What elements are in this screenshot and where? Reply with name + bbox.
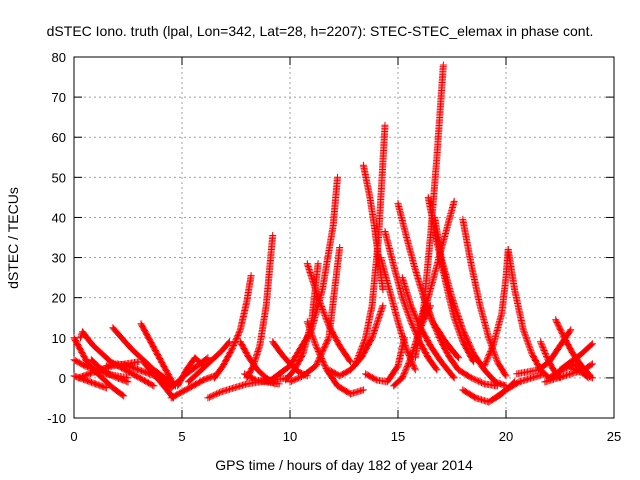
- plot-frame: [73, 56, 615, 419]
- data-point-markers: [303, 260, 354, 366]
- data-point-markers: [174, 354, 208, 390]
- data-point-markers: [491, 370, 549, 402]
- y-tick-label: 80: [52, 50, 66, 65]
- y-tick-label: 50: [52, 170, 66, 185]
- data-track: [381, 228, 441, 374]
- y-axis-title: dSTEC / TECUs: [5, 187, 21, 289]
- data-point-markers: [359, 161, 387, 294]
- data-point-markers: [210, 272, 255, 382]
- data-point-markers: [381, 228, 441, 374]
- data-track: [420, 294, 501, 390]
- x-tick-label: 10: [283, 429, 297, 444]
- x-tick-label: 25: [607, 429, 621, 444]
- x-axis-title: GPS time / hours of day 182 of year 2014: [215, 457, 473, 473]
- data-track: [210, 272, 255, 382]
- data-track: [137, 320, 177, 388]
- data-points: [70, 61, 596, 406]
- data-point-markers: [167, 372, 218, 402]
- x-tick-label: 20: [499, 429, 513, 444]
- data-track: [359, 161, 387, 294]
- data-track: [286, 244, 344, 386]
- data-point-markers: [139, 358, 177, 402]
- grid: [74, 57, 614, 418]
- x-tick-label: 5: [178, 429, 185, 444]
- chart-title: dSTEC Iono. truth (lpal, Lon=342, Lat=28…: [47, 23, 594, 39]
- data-track: [351, 121, 389, 370]
- y-tick-label: 20: [52, 291, 66, 306]
- data-point-markers: [185, 338, 233, 386]
- data-track: [567, 364, 596, 382]
- data-point-markers: [243, 232, 277, 382]
- data-track: [185, 338, 233, 386]
- data-point-markers: [420, 294, 501, 390]
- y-tick-label: 70: [52, 90, 66, 105]
- data-point-markers: [137, 320, 177, 388]
- y-tick-label: -10: [47, 411, 66, 426]
- axis-ticks: [73, 56, 615, 419]
- x-tick-label: 15: [391, 429, 405, 444]
- data-point-markers: [87, 356, 132, 386]
- y-tick-label: 10: [52, 331, 66, 346]
- data-track: [174, 354, 208, 390]
- data-point-markers: [351, 121, 389, 370]
- y-tick-label: 0: [59, 371, 66, 386]
- data-point-markers: [567, 364, 596, 382]
- y-tick-label: 40: [52, 210, 66, 225]
- y-tick-label: 60: [52, 130, 66, 145]
- y-tick-labels: -10 0 10 20 30 40 50 60 70 80: [47, 50, 66, 426]
- data-track: [303, 260, 354, 366]
- data-point-markers: [286, 244, 344, 386]
- data-track: [139, 358, 177, 402]
- data-track: [167, 372, 218, 402]
- x-tick-labels: 0 5 10 15 20 25: [70, 429, 621, 444]
- data-track: [87, 356, 132, 386]
- x-tick-label: 0: [70, 429, 77, 444]
- data-track: [491, 370, 549, 402]
- y-tick-label: 30: [52, 251, 66, 266]
- data-track: [243, 232, 277, 382]
